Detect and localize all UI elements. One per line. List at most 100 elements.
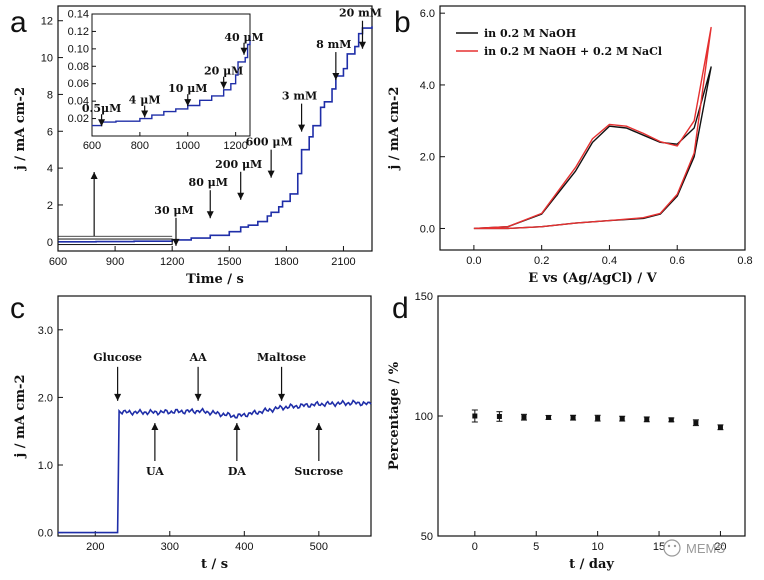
panel-d-point: [619, 416, 625, 422]
panel-a-inset-ytick-label: 0.04: [68, 96, 89, 108]
panel-a-annotation: 3 mM: [282, 90, 317, 103]
watermark-icon-dot: [667, 544, 671, 548]
panel-d-xtick-label: 15: [653, 541, 665, 553]
panel-c-annotation-arrow-head: [315, 423, 323, 431]
panel-a-ytick-label: 4: [47, 163, 53, 175]
panel-letter-c: c: [10, 292, 25, 325]
panel-c-annotation: Glucose: [93, 351, 142, 364]
panel-a-annotation-arrow-head: [332, 73, 340, 81]
panel-b-ytick-label: 6.0: [420, 8, 435, 20]
panel-a-xtick-label: 1800: [274, 256, 298, 268]
panel-c-xtick-label: 300: [161, 541, 179, 553]
panel-a-ytick-label: 0: [47, 237, 53, 249]
panel-c-annotation-arrow-head: [194, 393, 202, 401]
panel-b-ytick-label: 2.0: [420, 152, 435, 164]
panel-c-xlabel: t / s: [201, 557, 228, 572]
panel-a-xtick-label: 1500: [217, 256, 241, 268]
panel-d-xtick-label: 5: [533, 541, 539, 553]
panel-a-inset-annotation-arrow-head: [240, 47, 248, 55]
panel-d-ytick-label: 150: [415, 291, 433, 303]
panel-letter-b: b: [394, 6, 411, 39]
panel-a-annotation-arrow-head: [358, 41, 366, 49]
panel-a-inset-ytick-label: 0.06: [68, 78, 89, 90]
panel-b-ytick-label: 0.0: [420, 223, 435, 235]
panel-c-ytick-label: 0.0: [38, 528, 53, 540]
panel-d-point: [717, 424, 723, 430]
panel-a-inset-frame: [91, 13, 251, 137]
panel-c-annotation: UA: [146, 465, 164, 478]
panel-b-frame: [439, 5, 746, 251]
panel-d-point: [693, 420, 699, 426]
panel-a-inset-line: [92, 35, 251, 127]
panel-d-xlabel: t / day: [569, 557, 614, 572]
panel-b-xtick-label: 0.6: [670, 255, 685, 267]
panel-c-annotation: AA: [189, 351, 208, 364]
panel-a-xlabel: Time / s: [186, 272, 244, 287]
panel-c-annotation-arrow-head: [114, 393, 122, 401]
panel-a-annotation: 80 μM: [189, 176, 228, 189]
panel-a-annotation-arrow-head: [237, 192, 245, 200]
panel-a-inset-annotation: 0.5μM: [82, 102, 121, 115]
panel-a-inset-annotation: 20 μM: [204, 65, 243, 78]
panel-b-legend-label: in 0.2 M NaOH: [484, 27, 576, 40]
panel-c-xtick-label: 400: [235, 541, 253, 553]
panel-b-xlabel: E vs (Ag/AgCl) / V: [528, 271, 657, 286]
panel-a-inset-ytick-label: 0.10: [68, 43, 89, 55]
panel-c-xtick-label: 500: [310, 541, 328, 553]
panel-d-frame: [437, 295, 746, 537]
panel-b-xtick-label: 0.2: [534, 255, 549, 267]
panel-a-inset-annotation: 40 μM: [224, 31, 263, 44]
panel-a-inset-ytick-label: 0.14: [68, 9, 89, 21]
panel-a-inset-xtick-label: 800: [131, 140, 149, 152]
panel-c-annotation-arrow-head: [278, 393, 286, 401]
panel-a-ylabel: j / mA cm-2: [13, 87, 28, 171]
panel-b-ytick-label: 4.0: [420, 80, 435, 92]
panel-a-inset-annotation-arrow-head: [184, 99, 192, 107]
panel-c-annotation: DA: [228, 465, 247, 478]
panel-a-annotation: 20 mM: [339, 7, 382, 20]
panel-c-frame: [57, 295, 372, 537]
panel-a-frame: [57, 5, 373, 252]
panel-b-series-0: [473, 66, 712, 230]
panel-d-point: [644, 416, 650, 422]
watermark-icon: [663, 539, 681, 557]
panel-c-ytick-label: 2.0: [38, 392, 53, 404]
panel-a-inset-arrow-head: [90, 172, 98, 179]
panel-a-xtick-label: 1200: [160, 256, 184, 268]
panel-c-ylabel: j / mA cm-2: [13, 375, 28, 459]
panel-c-annotation: Sucrose: [294, 465, 343, 478]
panel-a-inset-annotation-arrow-head: [98, 119, 106, 127]
panel-a-annotation-arrow-head: [298, 124, 306, 132]
panel-a-annotation: 200 μM: [215, 158, 262, 171]
panel-d-point: [472, 413, 478, 419]
panel-d-xtick-label: 20: [714, 541, 726, 553]
panel-d-xtick-label: 0: [472, 541, 478, 553]
panel-a-zoom-box: [57, 238, 173, 246]
panel-b-xtick-label: 0.8: [737, 255, 752, 267]
panel-d-point: [496, 413, 502, 419]
panel-d-point: [668, 417, 674, 423]
panel-c-annotation: Maltose: [257, 351, 306, 364]
panel-a-inset-annotation-arrow-head: [141, 110, 149, 118]
panel-c-ytick-label: 1.0: [38, 460, 53, 472]
panel-a-inset-xtick-label: 600: [83, 140, 101, 152]
panel-a-annotation-arrow-head: [172, 238, 180, 246]
panel-d-point: [546, 414, 552, 420]
panel-a-inset-annotation: 4 μM: [129, 94, 161, 107]
panel-b-ylabel: j / mA cm-2: [387, 87, 402, 171]
panel-c-annotation-arrow-head: [151, 423, 159, 431]
panel-c-series-line: [58, 399, 372, 534]
panel-a-inset-annotation: 10 μM: [168, 82, 207, 95]
panel-d-point: [570, 415, 576, 421]
panel-b-legend-label: in 0.2 M NaOH + 0.2 M NaCl: [484, 45, 662, 58]
panel-a-ytick-label: 8: [47, 89, 53, 101]
panel-d-ytick-label: 100: [415, 411, 433, 423]
panel-letter-a: a: [10, 6, 27, 39]
panel-a-ytick-label: 2: [47, 200, 53, 212]
panel-c-xtick-label: 200: [86, 541, 104, 553]
watermark-icon-dot: [673, 544, 677, 548]
panel-a-inset-ytick-label: 0.02: [68, 113, 89, 125]
panel-a-annotation: 600 μM: [246, 136, 293, 149]
panel-d-ylabel: Percentage / %: [387, 361, 402, 470]
